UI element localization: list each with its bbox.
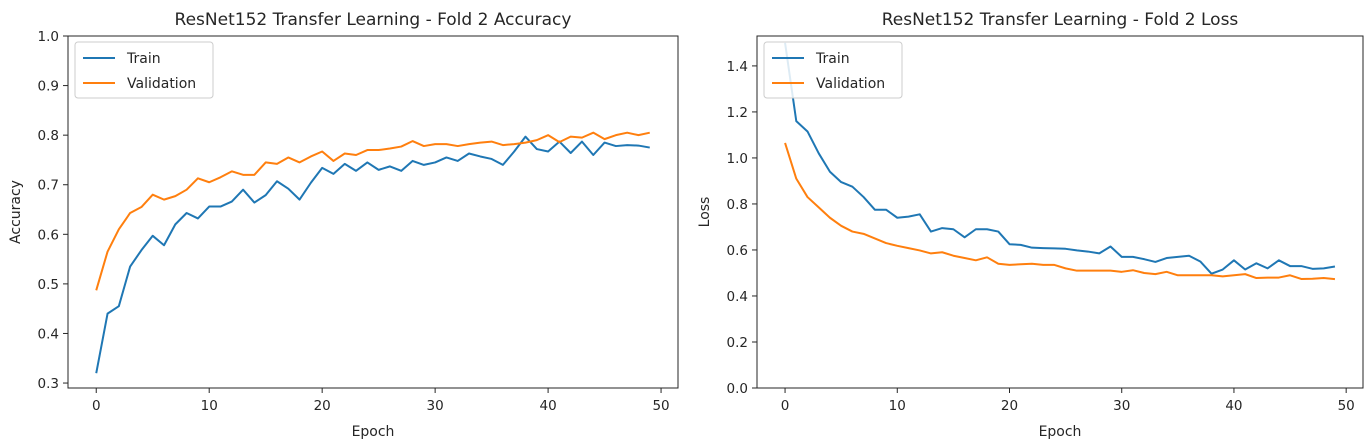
y-tick-label: 1.4 [727, 59, 748, 75]
x-tick-label: 30 [427, 398, 444, 414]
x-tick-label: 20 [314, 398, 331, 414]
y-tick-label: 0.9 [38, 79, 59, 95]
y-tick-label: 0.7 [38, 178, 59, 194]
chart-0: 0 10 20 30 40 50 0.3 0.4 0.5 0.6 0.7 0.8 0.9 1.0 ResNe… [8, 10, 679, 440]
axes-frame [67, 35, 679, 389]
x-axis-label: Epoch [1039, 424, 1082, 440]
legend-label-validation: Validation [816, 76, 885, 92]
x-tick-label: 0 [92, 398, 101, 414]
x-tick-label: 30 [1113, 398, 1130, 414]
y-tick-label: 0.4 [38, 326, 59, 342]
chart-title: ResNet152 Transfer Learning - Fold 2 Acc… [175, 10, 572, 30]
legend-label-train: Train [126, 51, 161, 67]
axes-frame [756, 35, 1364, 389]
x-tick-label: 20 [1001, 398, 1018, 414]
legend: Train Validation [763, 41, 903, 99]
x-tick-label: 50 [652, 398, 669, 414]
y-tick-label: 0.8 [38, 128, 59, 144]
x-axis-label: Epoch [352, 424, 395, 440]
y-tick-label: 0.0 [727, 381, 748, 397]
y-tick-label: 0.8 [727, 197, 748, 213]
legend-label-train: Train [815, 51, 850, 67]
series-line-validation [784, 142, 1336, 281]
y-tick-label: 1.0 [727, 151, 748, 167]
y-tick-label: 0.2 [727, 335, 748, 351]
x-tick-label: 40 [539, 398, 556, 414]
y-tick-label: 0.3 [38, 376, 59, 392]
legend: Train Validation [74, 41, 214, 99]
y-axis-label: Loss [697, 197, 713, 228]
y-tick-label: 1.2 [727, 105, 748, 121]
x-tick-label: 10 [201, 398, 218, 414]
y-tick-label: 1.0 [38, 29, 59, 45]
x-tick-label: 50 [1338, 398, 1355, 414]
y-tick-label: 0.6 [38, 227, 59, 243]
y-tick-label: 0.4 [727, 289, 748, 305]
y-axis-label: Accuracy [8, 180, 24, 244]
series-line-train [784, 42, 1336, 275]
legend-label-validation: Validation [127, 76, 196, 92]
chart-1: 0 10 20 30 40 50 0.0 0.2 0.4 0.6 0.8 1.0 1.2 1.4 ResNe… [697, 10, 1364, 440]
x-tick-label: 0 [781, 398, 790, 414]
x-tick-label: 40 [1225, 398, 1242, 414]
series-line-train [95, 135, 650, 374]
chart-title: ResNet152 Transfer Learning - Fold 2 Los… [882, 10, 1239, 30]
series-line-validation [95, 131, 650, 291]
y-tick-label: 0.5 [38, 277, 59, 293]
x-tick-label: 10 [889, 398, 906, 414]
y-tick-label: 0.6 [727, 243, 748, 259]
